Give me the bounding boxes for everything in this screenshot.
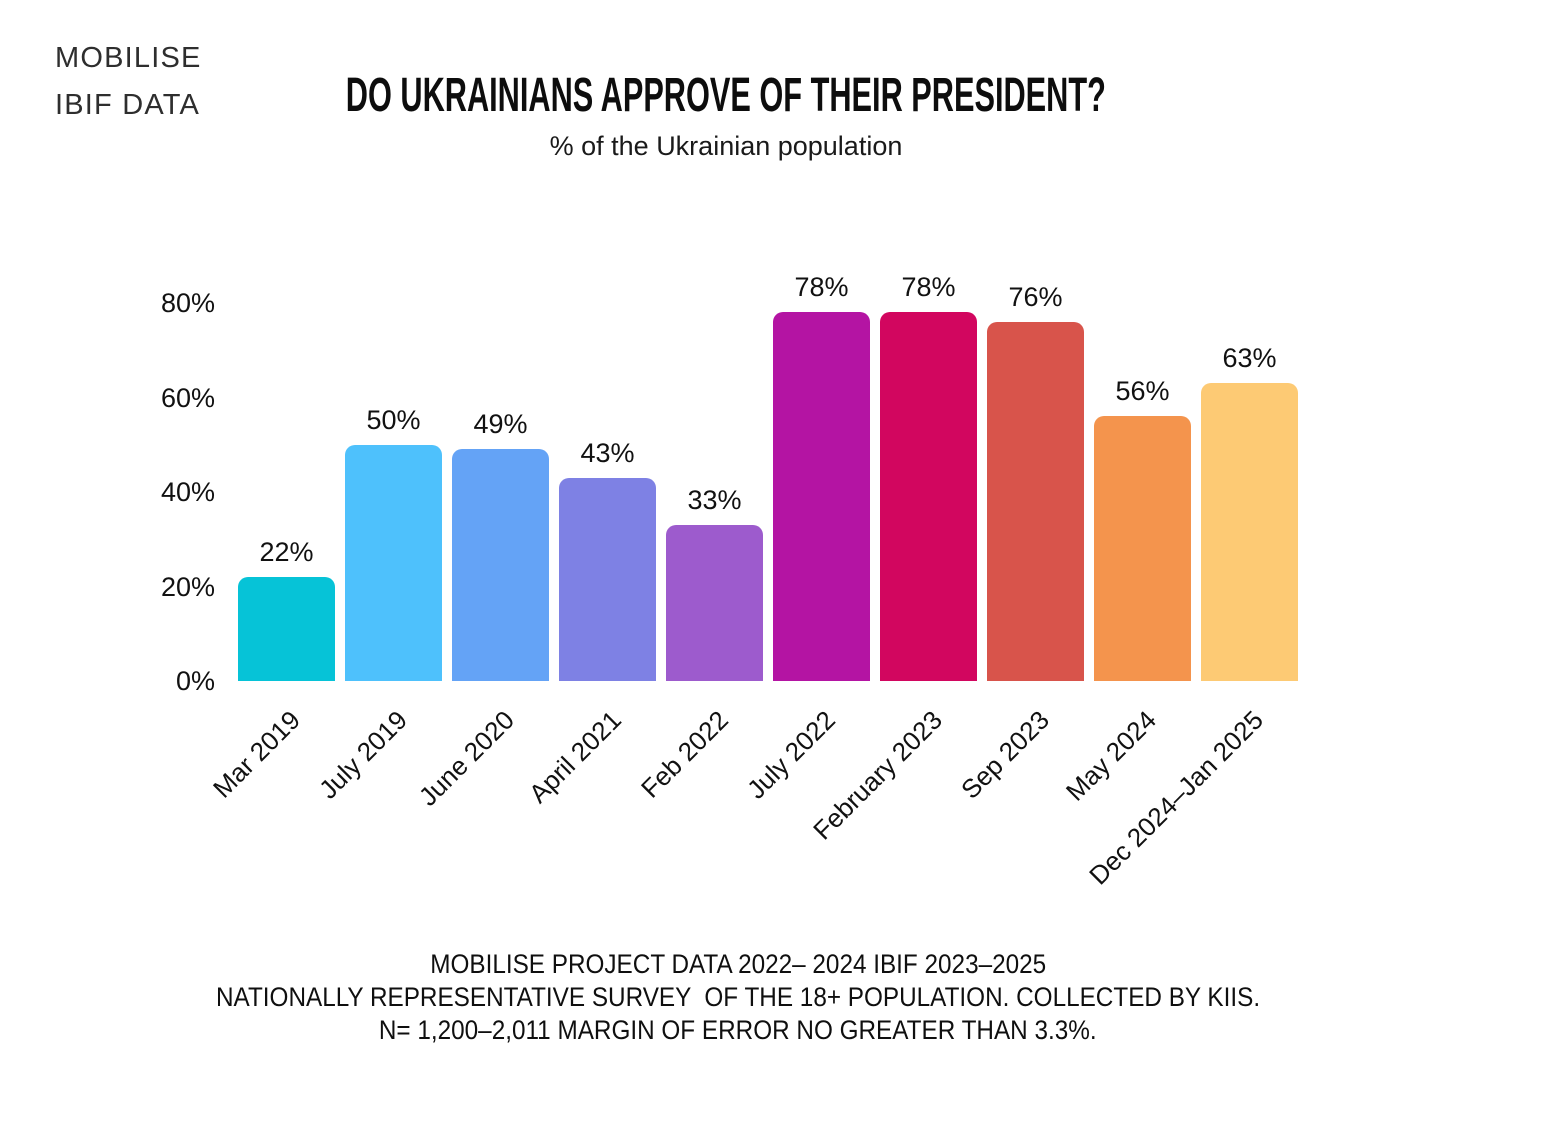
chart-subtitle: % of the Ukrainian population — [549, 131, 903, 161]
bar-value-label: 43% — [580, 438, 635, 468]
x-axis-category-label: May 2024 — [1059, 704, 1162, 807]
y-axis-tick-label: 40% — [160, 477, 215, 507]
x-axis-category-label: Mar 2019 — [206, 704, 306, 804]
footer-line-3: N= 1,200–2,011 MARGIN OF ERROR NO GREATE… — [379, 1015, 1097, 1045]
bar-may-2024 — [1094, 416, 1191, 681]
bar-value-label: 78% — [794, 272, 849, 302]
bar-june-2020 — [452, 449, 549, 681]
x-axis-category-label: Sep 2023 — [954, 704, 1055, 805]
bar-value-label: 50% — [366, 405, 421, 435]
brand-line-1: MOBILISE — [55, 42, 202, 74]
y-axis-tick-label: 20% — [160, 571, 215, 602]
bar-value-label: 33% — [687, 485, 742, 515]
bar-february-2023 — [880, 312, 977, 681]
bar-value-label: 63% — [1222, 343, 1277, 373]
x-axis-category-label: June 2020 — [412, 704, 520, 812]
bar-mar-2019 — [238, 577, 335, 681]
footer-line-2: NATIONALLY REPRESENTATIVE SURVEY OF THE … — [215, 982, 1261, 1012]
chart-title: DO UKRAINIANS APPROVE OF THEIR PRESIDENT… — [345, 69, 1107, 122]
x-axis-category-label: Dec 2024–Jan 2025 — [1082, 704, 1269, 891]
bar-july-2019 — [345, 445, 442, 681]
brand-block: MOBILISE IBIF DATA — [55, 35, 202, 129]
brand-line-2: IBIF DATA — [55, 89, 201, 121]
chart-header: DO UKRAINIANS APPROVE OF THEIR PRESIDENT… — [0, 70, 1452, 162]
bar-value-label: 49% — [473, 409, 528, 439]
x-axis-category-label: July 2022 — [740, 704, 841, 805]
footer-line-1: MOBILISE PROJECT DATA 2022– 2024 IBIF 20… — [430, 949, 1046, 979]
bar-value-label: 56% — [1115, 376, 1170, 406]
bar-sep-2023 — [987, 322, 1084, 681]
bar-value-label: 76% — [1008, 282, 1063, 312]
bar-april-2021 — [559, 478, 656, 681]
bar-feb-2022 — [666, 525, 763, 681]
bar-value-label: 78% — [901, 272, 956, 302]
x-axis-category-label: Feb 2022 — [634, 704, 734, 804]
bar-july-2022 — [773, 312, 870, 681]
bar-value-label: 22% — [259, 537, 314, 567]
y-axis-tick-label: 0% — [175, 666, 215, 696]
y-axis-tick-label: 60% — [160, 382, 215, 413]
y-axis-tick-label: 80% — [160, 288, 215, 318]
x-axis-category-label: February 2023 — [806, 704, 948, 846]
footer-notes: MOBILISE PROJECT DATA 2022– 2024 IBIF 20… — [0, 948, 1476, 1047]
bar-dec-2024-jan-2025 — [1201, 383, 1298, 681]
x-axis-category-label: July 2019 — [312, 704, 413, 805]
x-axis-category-label: April 2021 — [522, 704, 627, 809]
